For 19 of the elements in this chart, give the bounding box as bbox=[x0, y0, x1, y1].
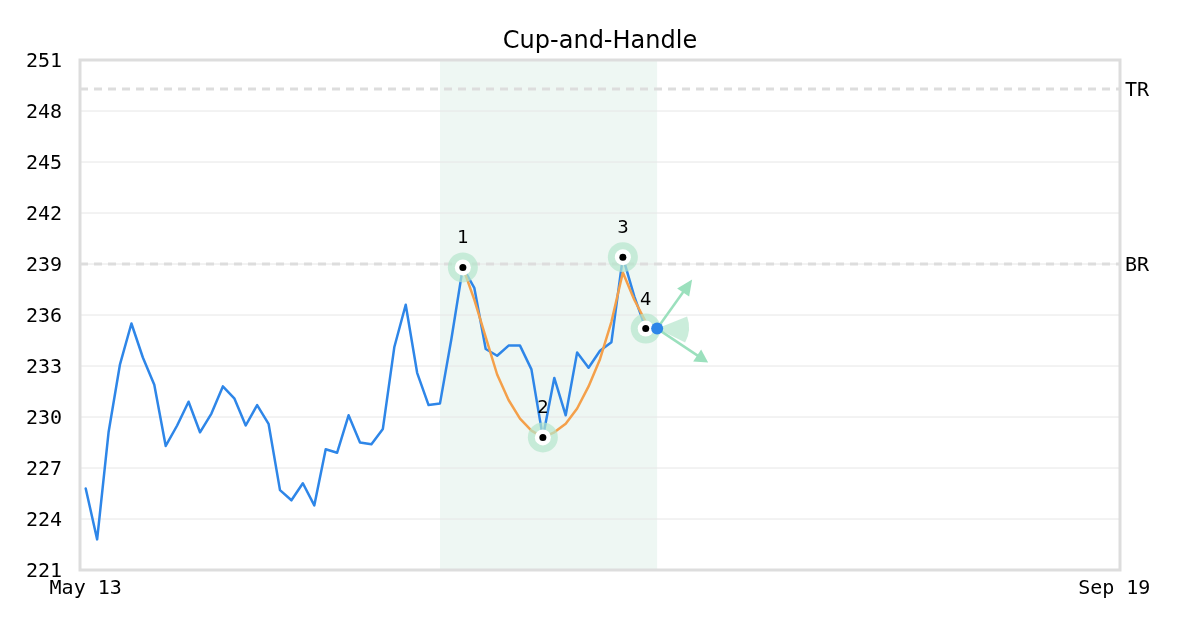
ref-line-label: TR bbox=[1125, 76, 1151, 101]
annotation: 3 bbox=[617, 216, 629, 238]
y-tick-label: 233 bbox=[25, 354, 63, 378]
y-tick-label: 230 bbox=[25, 405, 63, 429]
y-tick-label: 248 bbox=[25, 99, 63, 123]
annotation: 2 bbox=[537, 396, 549, 418]
point bbox=[651, 322, 664, 335]
annotation: 1 bbox=[457, 226, 469, 248]
y-tick-label: 236 bbox=[25, 303, 63, 327]
y-tick-label: 242 bbox=[25, 201, 63, 225]
ref-line-label: BR bbox=[1125, 252, 1151, 276]
annotation: 4 bbox=[639, 287, 652, 309]
y-tick-label: 239 bbox=[25, 252, 63, 276]
x-tick-label: Sep 19 bbox=[1078, 575, 1151, 599]
y-tick-label: 245 bbox=[25, 150, 63, 174]
y-tick-label: 251 bbox=[25, 48, 63, 72]
y-tick-label: 227 bbox=[25, 456, 63, 480]
y-tick-label: 224 bbox=[25, 507, 63, 531]
chart-title: Cup-and-Handle bbox=[502, 26, 698, 54]
